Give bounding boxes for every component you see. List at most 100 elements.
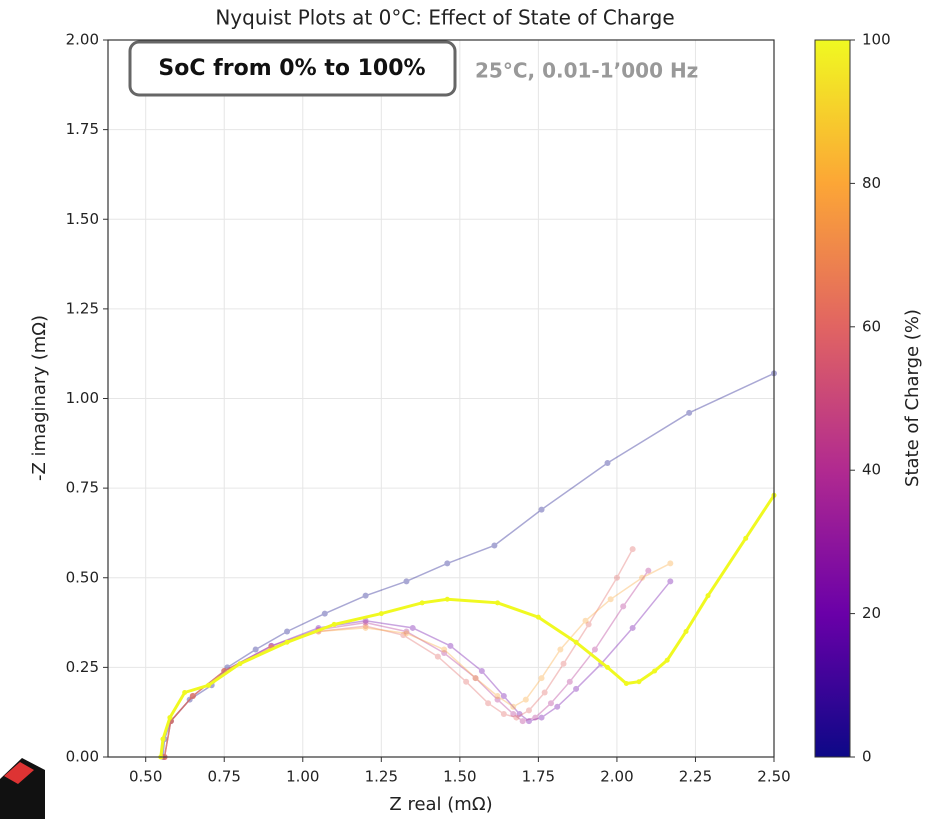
series — [158, 492, 777, 760]
data-point — [403, 628, 410, 635]
data-point — [444, 596, 450, 602]
series — [161, 578, 674, 760]
data-point — [362, 619, 369, 626]
data-point — [510, 710, 517, 717]
annotation: SoC from 0% to 100% — [158, 56, 425, 81]
data-point — [441, 646, 448, 653]
data-point — [522, 696, 529, 703]
plot-frame — [107, 39, 775, 758]
x-axis-label: Z real (mΩ) — [389, 794, 492, 815]
colorbar — [814, 39, 851, 758]
data-point — [182, 689, 188, 695]
series-line — [162, 372, 775, 758]
y-tick-label: 2.00 — [66, 31, 99, 49]
x-tick-label: 2.25 — [679, 768, 712, 786]
x-tick-label: 1.50 — [443, 768, 476, 786]
data-point — [607, 596, 614, 603]
y-axis-label: -Z imaginary (mΩ) — [29, 315, 50, 481]
data-point — [189, 693, 196, 700]
data-point — [186, 696, 193, 703]
data-point — [500, 710, 507, 717]
data-point — [403, 630, 410, 637]
data-point — [224, 664, 231, 671]
y-tick-label: 0.25 — [66, 658, 99, 676]
y-tick-label: 1.25 — [66, 299, 99, 317]
colorbar-tick-label: 40 — [862, 461, 881, 479]
series-line — [163, 548, 634, 758]
data-point — [510, 703, 517, 710]
data-point — [189, 693, 196, 700]
annotation: 25°C, 0.01-1’000 Hz — [475, 59, 698, 83]
data-point — [667, 560, 674, 567]
colorbar-tick-label: 100 — [862, 31, 891, 49]
y-tick-label: 0.00 — [66, 748, 99, 766]
device-photo-top — [4, 762, 34, 784]
data-point — [434, 653, 441, 660]
data-point — [585, 621, 592, 628]
y-tick-label: 1.50 — [66, 210, 99, 228]
annotation-box — [128, 40, 457, 97]
data-point — [500, 693, 507, 700]
colorbar-tick-label: 20 — [862, 604, 881, 622]
x-tick-label: 1.25 — [365, 768, 398, 786]
data-point — [362, 617, 369, 624]
data-point — [400, 632, 407, 639]
data-point — [189, 693, 196, 700]
data-point — [167, 715, 173, 721]
data-point — [582, 617, 589, 624]
data-point — [237, 661, 243, 667]
x-tick-label: 0.50 — [129, 768, 162, 786]
series — [159, 370, 777, 760]
data-point — [331, 621, 337, 627]
data-point — [252, 646, 259, 653]
colorbar-tick-label: 0 — [862, 748, 872, 766]
data-point — [378, 611, 384, 617]
data-point — [532, 714, 539, 721]
data-point — [409, 624, 416, 631]
data-point — [525, 707, 532, 714]
data-point — [573, 639, 579, 645]
data-point — [444, 560, 451, 567]
data-point — [541, 689, 548, 696]
data-point — [472, 675, 479, 682]
data-point — [554, 703, 561, 710]
plot-area — [108, 39, 777, 760]
data-point — [604, 460, 611, 467]
data-point — [560, 660, 567, 667]
data-point — [538, 675, 545, 682]
data-point — [538, 506, 545, 513]
x-tick-label: 0.75 — [208, 768, 241, 786]
data-point — [494, 693, 501, 700]
data-point — [664, 657, 670, 663]
data-point — [636, 679, 642, 685]
colorbar-label: State of Charge (%) — [902, 309, 923, 487]
data-point — [652, 668, 658, 674]
data-point — [472, 675, 479, 682]
data-point — [686, 409, 693, 416]
data-point — [629, 546, 636, 553]
data-point — [605, 664, 610, 670]
data-point — [485, 700, 492, 707]
data-point — [547, 700, 554, 707]
data-point — [538, 714, 545, 721]
data-point — [362, 624, 369, 631]
data-point — [463, 678, 470, 685]
x-tick-label: 1.00 — [286, 768, 319, 786]
y-tick-label: 1.00 — [66, 389, 99, 407]
data-point — [495, 600, 501, 606]
data-point — [362, 592, 369, 599]
data-point — [623, 681, 629, 687]
data-point — [206, 682, 212, 688]
y-tick-label: 0.50 — [66, 568, 99, 586]
y-tick-label: 1.75 — [66, 120, 99, 138]
x-tick-label: 1.75 — [522, 768, 555, 786]
series-line — [163, 562, 671, 758]
data-point — [441, 650, 448, 657]
data-point — [403, 578, 410, 585]
data-point — [284, 628, 291, 635]
data-point — [513, 714, 520, 721]
data-point — [557, 646, 564, 653]
data-point — [743, 535, 749, 541]
colorbar-tick-label: 60 — [862, 317, 881, 335]
